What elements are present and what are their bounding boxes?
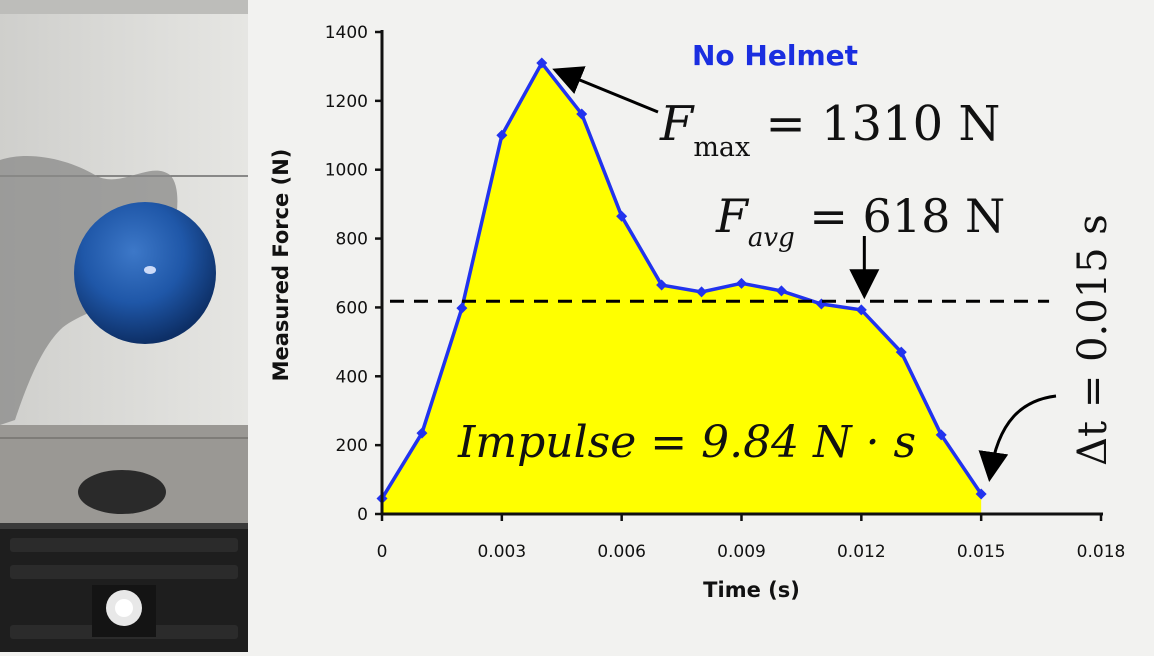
x-tick-label: 0.015: [957, 542, 1006, 562]
favg-symbol: F: [715, 189, 750, 243]
y-tick-label: 800: [336, 230, 368, 250]
data-point: [935, 429, 947, 441]
fmax-value: = 1310 N: [750, 96, 1000, 152]
y-axis-title: Measured Force (N): [269, 149, 293, 382]
data-point: [616, 210, 628, 222]
favg-annotation: Favg = 618 N: [715, 189, 1005, 300]
y-tick-label: 1000: [325, 161, 368, 181]
x-tick-label: 0: [377, 542, 388, 562]
dt-annotation: Δt = 0.015 s: [978, 214, 1116, 482]
data-point: [736, 277, 747, 289]
data-point: [975, 488, 987, 500]
chart-title: No Helmet: [692, 39, 858, 72]
data-point: [775, 285, 787, 297]
data-point: [576, 108, 588, 120]
y-tick-label: 1200: [325, 92, 368, 112]
y-tick-label: 200: [336, 436, 368, 456]
x-tick-label: 0.018: [1077, 542, 1126, 562]
fmax-symbol: F: [659, 96, 695, 152]
data-point: [496, 129, 508, 141]
data-point: [656, 279, 668, 291]
data-point: [456, 302, 468, 314]
y-tick-label: 400: [336, 367, 368, 387]
fmax-annotation: Fmax = 1310 N: [552, 66, 1000, 163]
blue-ball: [74, 202, 216, 344]
data-point: [416, 427, 428, 439]
dt-label: Δt = 0.015 s: [1070, 214, 1116, 466]
ball-shadow-floor: [78, 470, 166, 514]
force-series-line: [380, 59, 983, 500]
force-time-chart: 0 0.003 0.006 0.009 0.012 0.015 0.018 0 200 400 6…: [248, 0, 1154, 652]
data-point: [895, 346, 907, 358]
x-axis-title: Time (s): [703, 578, 800, 602]
svg-text:Favg = 618 N: Favg = 618 N: [715, 189, 1005, 253]
x-tick-label: 0.009: [717, 542, 766, 562]
fmax-subscript: max: [693, 132, 750, 163]
data-point: [536, 57, 548, 69]
x-tick-label: 0.012: [837, 542, 886, 562]
data-point: [696, 286, 708, 298]
svg-text:Fmax = 1310 N: Fmax = 1310 N: [659, 96, 1000, 163]
y-tick-label: 1400: [325, 23, 368, 43]
experiment-photo: [0, 0, 248, 652]
x-tick-label: 0.006: [597, 542, 646, 562]
x-tick-label: 0.003: [477, 542, 526, 562]
impulse-annotation: Impulse = 9.84 N · s: [457, 417, 916, 468]
y-tick-label: 0: [357, 505, 368, 525]
y-tick-label: 600: [336, 298, 368, 318]
favg-value: = 618 N: [795, 189, 1005, 243]
data-point: [855, 304, 867, 316]
favg-subscript: avg: [748, 223, 795, 253]
